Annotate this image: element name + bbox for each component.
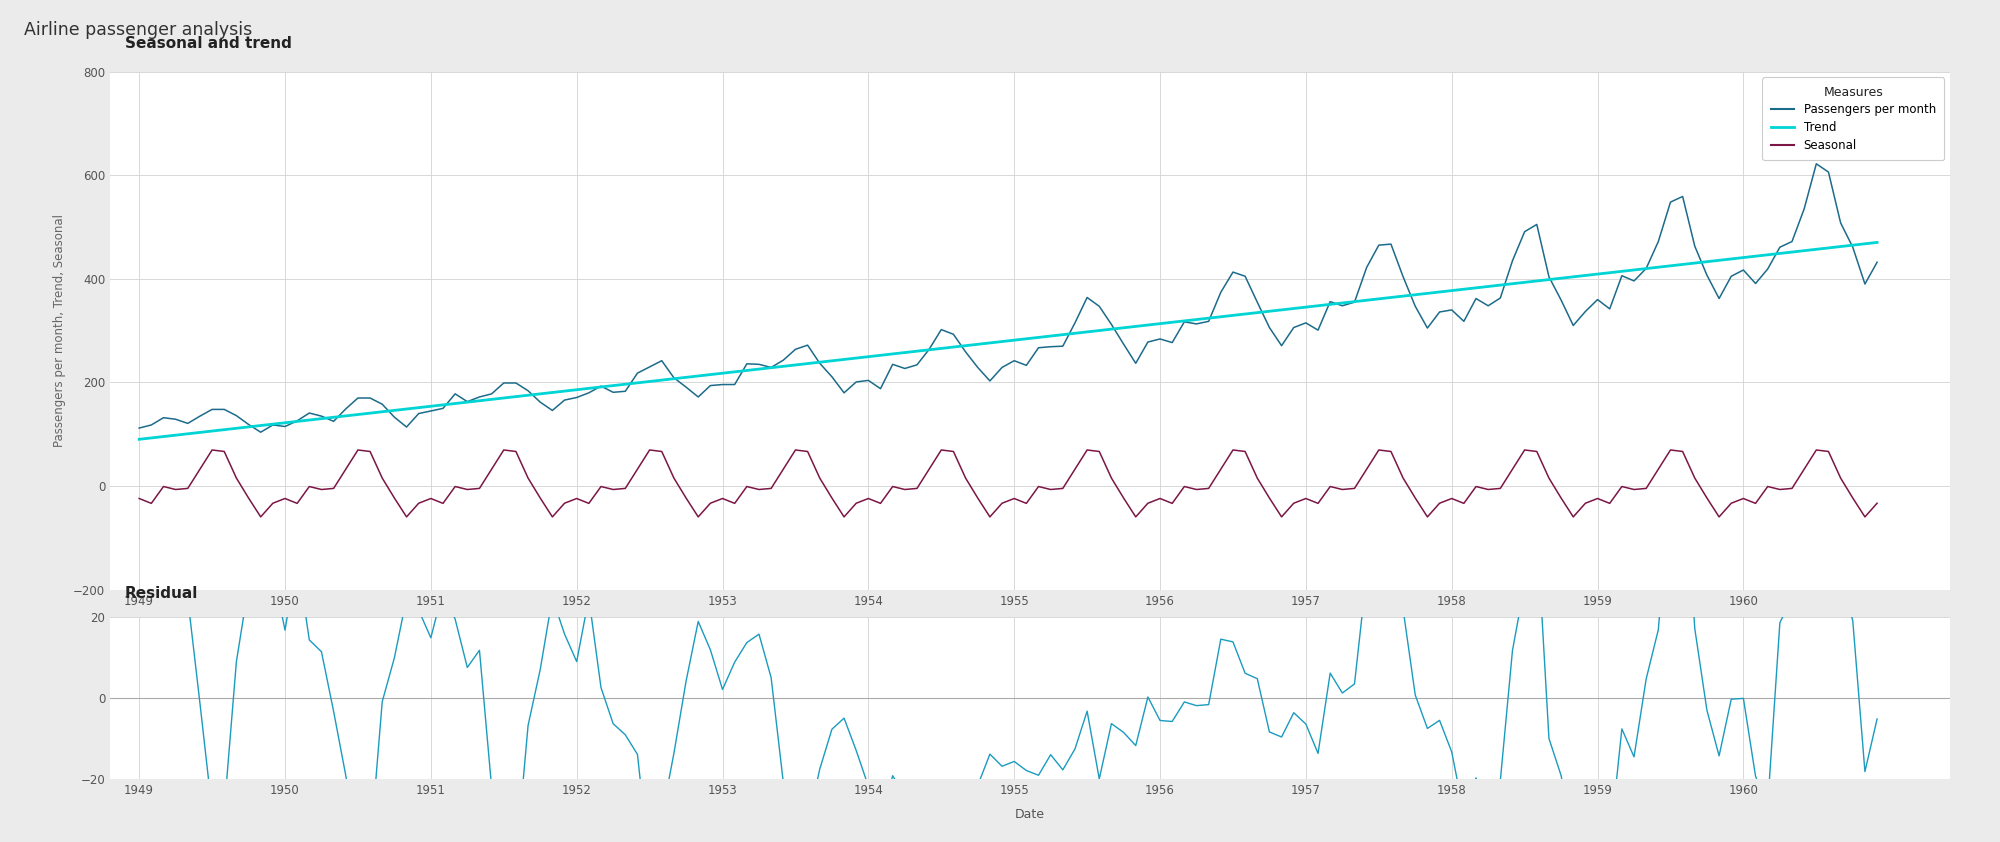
Text: Seasonal and trend: Seasonal and trend: [124, 36, 292, 51]
Text: Residual: Residual: [124, 586, 198, 600]
Text: Date: Date: [1016, 808, 1044, 821]
Legend: Passengers per month, Trend, Seasonal: Passengers per month, Trend, Seasonal: [1762, 77, 1944, 160]
Y-axis label: Passengers per month, Trend, Seasonal: Passengers per month, Trend, Seasonal: [54, 214, 66, 447]
Text: Airline passenger analysis: Airline passenger analysis: [24, 21, 252, 39]
